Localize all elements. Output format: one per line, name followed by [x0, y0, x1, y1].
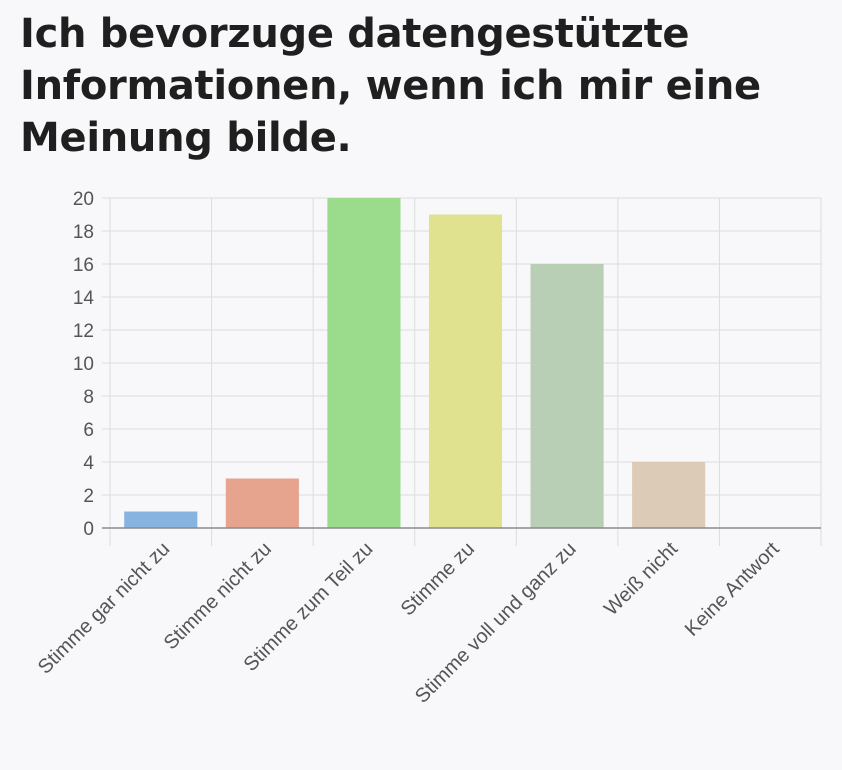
x-tick-label: Stimme zu	[397, 538, 479, 620]
x-tick-label: Keine Antwort	[681, 538, 784, 641]
bar	[327, 198, 401, 528]
y-tick-labels: 0 2 4 6 8 10 12 14 16 18 20	[73, 189, 95, 540]
y-tick-label: 2	[83, 486, 94, 507]
y-tick-label: 4	[83, 453, 94, 474]
bar	[124, 511, 198, 528]
bar	[225, 478, 299, 528]
chart-title: Ich bevorzuge datengestützte Information…	[20, 11, 761, 161]
x-tick-label: Stimme nicht zu	[160, 538, 276, 654]
y-tick-label: 8	[83, 387, 94, 408]
x-tick-label: Stimme gar nicht zu	[34, 538, 175, 679]
y-tick-label: 18	[73, 222, 94, 243]
x-tick-label: Stimme voll und ganz zu	[411, 538, 581, 708]
y-tick-label: 20	[73, 189, 94, 210]
bar	[632, 462, 706, 528]
y-tick-label: 12	[73, 321, 94, 342]
y-tick-label: 6	[83, 420, 94, 441]
y-tick-label: 10	[73, 354, 94, 375]
bar	[428, 214, 503, 528]
y-tick-label: 14	[73, 288, 95, 309]
bars	[124, 198, 706, 528]
x-tick-label: Weiß nicht	[600, 538, 682, 620]
y-tick-label: 16	[73, 255, 94, 276]
y-tick-label: 0	[83, 519, 94, 540]
bar	[530, 264, 604, 528]
